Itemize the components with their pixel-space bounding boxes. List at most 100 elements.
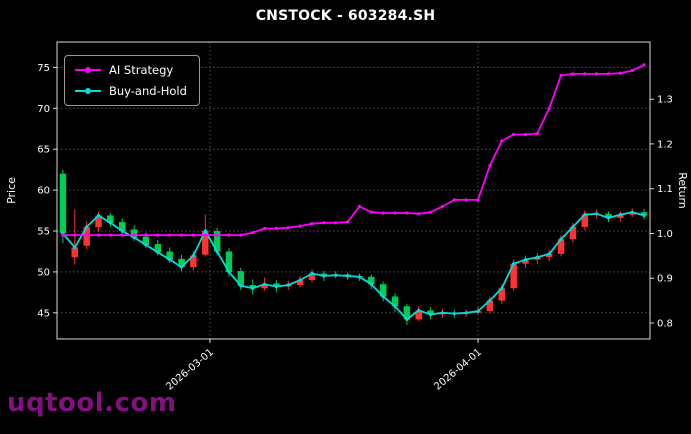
ai-strategy-line-marker (73, 233, 77, 237)
candle-body (581, 214, 588, 227)
buy-and-hold-line-marker (417, 308, 421, 312)
ai-strategy-line-marker (191, 233, 195, 237)
ai-strategy-line-marker (381, 211, 385, 215)
candle-body (178, 258, 185, 267)
ai-strategy-line-marker (156, 233, 160, 237)
ai-strategy-line-marker (417, 212, 421, 216)
buy-and-hold-line-marker (156, 250, 160, 254)
buy-and-hold-line-marker (215, 249, 219, 254)
candle-body (225, 251, 233, 272)
ai-strategy-line-marker (547, 106, 551, 110)
buy-and-hold-line (61, 210, 646, 321)
buy-and-hold-line-marker (132, 235, 136, 240)
buy-and-hold-line-marker (144, 243, 148, 247)
buy-and-hold-line-marker (251, 286, 255, 290)
buy-and-hold-line-marker (239, 284, 243, 288)
buy-and-hold-line-marker (547, 252, 551, 256)
legend-marker-dot (85, 67, 91, 73)
candle-body (617, 214, 624, 218)
ai-strategy-line (61, 63, 646, 237)
candle-body (142, 236, 150, 245)
legend-item-label: Buy-and-Hold (109, 84, 187, 98)
buy-and-hold-line-marker (96, 213, 101, 218)
ai-strategy-line-marker (108, 233, 112, 237)
buy-and-hold-line-marker (120, 229, 124, 233)
candle-body (486, 300, 494, 312)
ai-strategy-line-marker (618, 71, 623, 75)
ai-strategy-line-marker (393, 211, 397, 215)
candle-body (379, 284, 387, 297)
price-tick-label: 70 (37, 104, 50, 115)
ai-strategy-line-marker (132, 233, 136, 237)
candle-body (202, 231, 209, 255)
buy-and-hold-line-marker (286, 283, 290, 287)
price-tick-label: 60 (37, 186, 50, 197)
buy-and-hold-line-marker (500, 286, 504, 290)
buy-and-hold-line-marker (274, 285, 278, 289)
ai-strategy-line-marker (239, 233, 243, 237)
ai-strategy-line-marker (511, 132, 516, 137)
buy-and-hold-line-marker (440, 311, 444, 315)
ai-strategy-line-marker (523, 132, 528, 137)
legend-item: Buy-and-Hold (75, 84, 187, 98)
ai-strategy-line-marker (227, 233, 231, 237)
return-tick-label: 1.1 (657, 184, 673, 195)
candle-body (605, 213, 612, 218)
buy-and-hold-line-marker (476, 309, 480, 313)
candle-body (308, 273, 316, 280)
buy-and-hold-line-marker (298, 278, 302, 282)
return-tick-label: 1.2 (657, 139, 673, 150)
date-tick-label: 2026-03-01 (164, 347, 216, 393)
price-tick-label: 75 (37, 63, 50, 74)
buy-and-hold-line-marker (464, 311, 468, 315)
buy-and-hold-line-marker (618, 213, 623, 217)
ai-strategy-line-path (62, 64, 645, 237)
legend-marker-dot (85, 88, 91, 94)
buy-and-hold-line-marker (606, 216, 611, 220)
return-tick-label: 0.8 (657, 319, 673, 330)
ai-strategy-line-marker (429, 210, 433, 214)
buy-and-hold-line-marker (346, 274, 350, 278)
ai-strategy-line-marker (96, 233, 101, 237)
legend: AI Strategy Buy-and-Hold (64, 55, 200, 106)
ai-strategy-line-marker (346, 220, 350, 224)
candle-body (391, 296, 399, 307)
ai-strategy-line-marker (500, 139, 504, 143)
buy-and-hold-line-marker (595, 212, 599, 216)
return-tick-label: 1.0 (657, 229, 673, 240)
price-tick-label: 65 (37, 145, 50, 156)
buy-and-hold-line-marker (583, 213, 587, 217)
buy-and-hold-line-marker (511, 262, 516, 266)
ai-strategy-line-marker (168, 233, 172, 237)
ai-strategy-line-marker (464, 198, 468, 202)
candle-body (71, 247, 78, 258)
buy-and-hold-line-marker (168, 258, 172, 262)
ai-strategy-line-marker (488, 163, 492, 168)
ai-strategy-line-marker (334, 221, 338, 225)
legend-line-swatch (75, 86, 101, 96)
buy-and-hold-line-marker (191, 253, 195, 258)
candle-body (427, 310, 434, 315)
ai-strategy-line-marker (606, 72, 611, 76)
candle-body (510, 263, 517, 289)
ai-strategy-line-marker (476, 198, 480, 202)
buy-and-hold-line-marker (405, 317, 409, 321)
ai-strategy-line-marker (144, 233, 148, 237)
ai-strategy-line-marker (452, 198, 456, 202)
candle-body (237, 271, 245, 286)
price-tick-label: 45 (37, 308, 50, 319)
candle-body (107, 215, 114, 223)
ai-strategy-line-marker (85, 233, 89, 237)
ai-strategy-line-marker (298, 224, 302, 228)
return-axis-label: Return (676, 172, 689, 209)
ai-strategy-line-marker (595, 72, 599, 76)
buy-and-hold-line-marker (310, 271, 314, 276)
ai-strategy-line-marker (583, 72, 587, 76)
buy-and-hold-line-marker (108, 221, 112, 225)
candle-body (545, 253, 553, 258)
watermark: uqtool.com (7, 388, 177, 418)
buy-and-hold-line-marker (227, 270, 231, 274)
ai-strategy-line-marker (322, 221, 326, 225)
